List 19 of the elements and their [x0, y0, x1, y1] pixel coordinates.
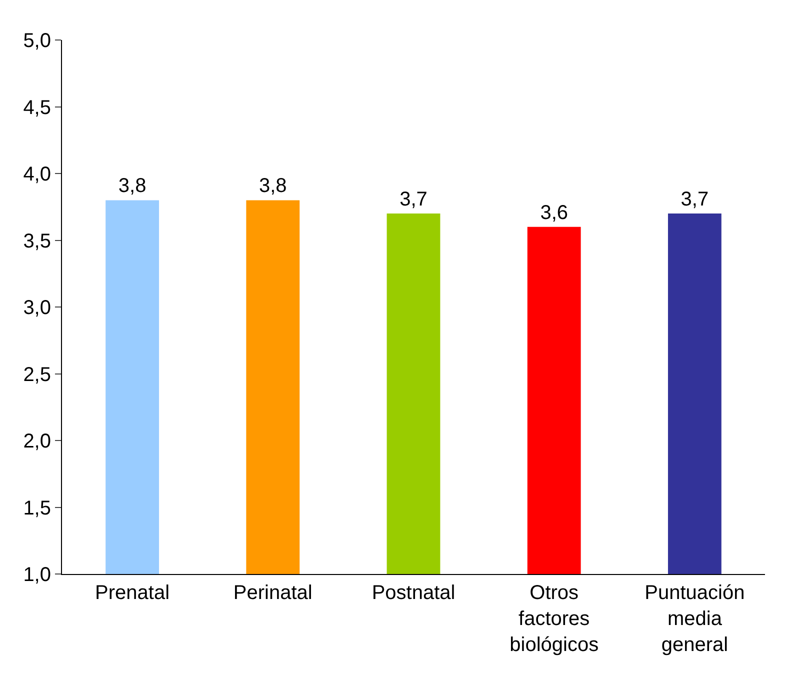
y-tick-label: 3,5: [23, 230, 51, 252]
y-tick-label: 1,0: [23, 564, 51, 586]
x-tick-label: Prenatal: [95, 582, 170, 604]
y-tick-label: 3,0: [23, 297, 51, 319]
data-label: 3,7: [400, 188, 428, 211]
x-tick-label: Perinatal: [233, 582, 312, 604]
data-label: 3,7: [680, 188, 709, 211]
y-tick-label: 2,0: [23, 430, 51, 452]
data-label: 3,6: [540, 202, 568, 224]
y-tick-label: 2,5: [23, 364, 51, 386]
x-tick-label: Puntuación media general: [644, 582, 745, 656]
x-tick-label: Otros factores biológicos: [510, 582, 599, 656]
data-label: 3,8: [118, 175, 146, 198]
y-tick-label: 4,5: [23, 96, 51, 119]
y-tick-label: 1,5: [23, 497, 51, 520]
data-label: 3,8: [258, 175, 287, 198]
x-tick-label: Postnatal: [372, 582, 456, 604]
y-tick-label: 4,0: [23, 164, 51, 186]
y-tick-label: 5,0: [23, 30, 51, 52]
